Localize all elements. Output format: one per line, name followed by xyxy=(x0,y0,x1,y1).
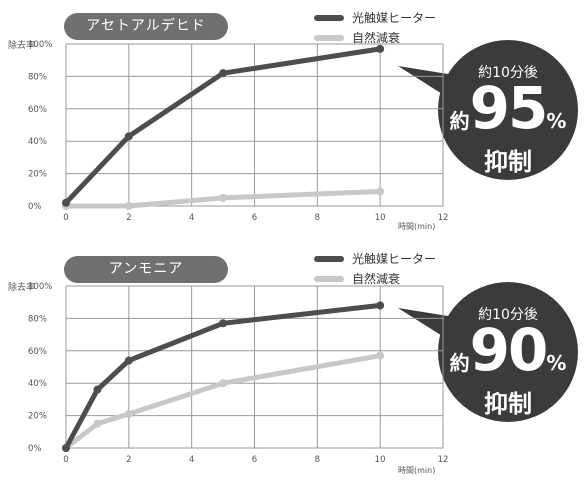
badge-unit: % xyxy=(546,351,567,375)
y-tick-label: 60% xyxy=(28,347,47,357)
x-axis-label: 時間(min) xyxy=(398,466,436,475)
y-tick-label: 80% xyxy=(28,72,47,82)
x-tick-label: 4 xyxy=(189,213,194,223)
data-point-natural xyxy=(93,419,102,428)
x-tick-label: 2 xyxy=(126,455,131,465)
badge-unit: % xyxy=(546,109,567,133)
y-tick-label: 20% xyxy=(28,412,47,422)
data-point-natural xyxy=(376,351,385,360)
x-tick-label: 12 xyxy=(438,213,449,223)
x-tick-label: 10 xyxy=(375,213,386,223)
chart-svg: 0% 20% 40% 60% 80% 100% 0 2 4 6 8 10 12 xyxy=(28,282,578,465)
chart-panel-ammonia: 0% 20% 40% 60% 80% 100% 0 2 4 6 8 10 12 アンモニア 光触媒ヒータ… xyxy=(0,242,585,482)
data-point-natural xyxy=(219,379,228,388)
result-badge: 約10分後 約95% 抑制 xyxy=(438,40,578,180)
data-point-heater xyxy=(62,444,70,452)
legend-swatch-natural xyxy=(314,276,344,282)
legend-swatch-heater xyxy=(314,256,344,262)
badge-value: 90 xyxy=(469,316,549,384)
data-point-heater xyxy=(124,132,133,141)
y-tick-label: 40% xyxy=(28,137,47,147)
series-line-natural xyxy=(63,188,383,209)
data-point-natural xyxy=(124,409,133,418)
x-tick-label: 8 xyxy=(315,213,320,223)
y-axis-label: 除去率 xyxy=(8,41,36,51)
chart-title-pill: アンモニア xyxy=(64,256,228,283)
data-point-natural xyxy=(376,187,385,196)
y-axis-label: 除去率 xyxy=(8,283,36,293)
y-tick-label: 0% xyxy=(28,444,42,454)
data-point-heater xyxy=(376,301,385,310)
y-tick-label: 20% xyxy=(28,170,47,180)
y-tick-label: 60% xyxy=(28,105,47,115)
result-badge: 約10分後 約90% 抑制 xyxy=(438,282,578,422)
badge-prefix: 約 xyxy=(449,109,470,133)
x-tick-label: 10 xyxy=(375,455,386,465)
legend-label-natural: 自然減衰 xyxy=(352,31,401,45)
x-tick-label: 4 xyxy=(189,455,194,465)
data-point-heater xyxy=(62,198,70,207)
badge-top-text: 約10分後 xyxy=(478,65,538,81)
x-tick-label: 0 xyxy=(63,213,68,223)
x-tick-label: 0 xyxy=(63,455,68,465)
legend-swatch-natural xyxy=(314,35,344,41)
x-tick-label: 6 xyxy=(252,455,257,465)
x-tick-label: 12 xyxy=(438,455,449,465)
data-point-heater xyxy=(124,356,133,365)
legend-label-heater: 光触媒ヒーター xyxy=(352,252,437,266)
chart-svg: 0% 20% 40% 60% 80% 100% 0 2 4 6 8 10 12 xyxy=(28,40,578,223)
series-line-heater xyxy=(63,46,383,206)
legend-label-natural: 自然減衰 xyxy=(352,272,401,286)
chart-title-pill: アセトアルデヒド xyxy=(64,13,228,40)
series-line-natural xyxy=(63,353,383,451)
badge-circle xyxy=(438,40,578,180)
data-point-natural xyxy=(219,193,228,202)
x-axis-label: 時間(min) xyxy=(398,222,436,231)
badge-prefix: 約 xyxy=(449,351,470,375)
y-tick-label: 0% xyxy=(28,202,42,212)
data-point-heater xyxy=(219,319,228,328)
data-point-heater xyxy=(219,69,228,78)
data-point-heater xyxy=(376,44,385,53)
badge-top-text: 約10分後 xyxy=(478,307,538,323)
chart-panel-acetaldehyde: 0% 20% 40% 60% 80% 100% 0 2 4 6 8 10 12 アセトアルデヒド 光触媒… xyxy=(0,0,585,240)
x-tick-label: 2 xyxy=(126,213,131,223)
y-tick-label: 80% xyxy=(28,314,47,324)
x-tick-label: 6 xyxy=(252,213,257,223)
badge-value-line: 約95% xyxy=(438,74,578,142)
badge-bottom-text: 抑制 xyxy=(484,148,532,176)
y-tick-label: 40% xyxy=(28,379,47,389)
badge-circle xyxy=(438,282,578,422)
legend-label-heater: 光触媒ヒーター xyxy=(352,11,437,25)
y-tick-label: 100% xyxy=(28,282,52,292)
badge-value-line: 約90% xyxy=(438,316,578,384)
badge-value: 95 xyxy=(469,74,549,142)
y-tick-label: 100% xyxy=(28,40,52,50)
data-point-heater xyxy=(93,385,102,394)
x-tick-label: 8 xyxy=(315,455,320,465)
legend-swatch-heater xyxy=(314,15,344,21)
data-point-natural xyxy=(124,202,133,210)
badge-bottom-text: 抑制 xyxy=(484,390,532,418)
